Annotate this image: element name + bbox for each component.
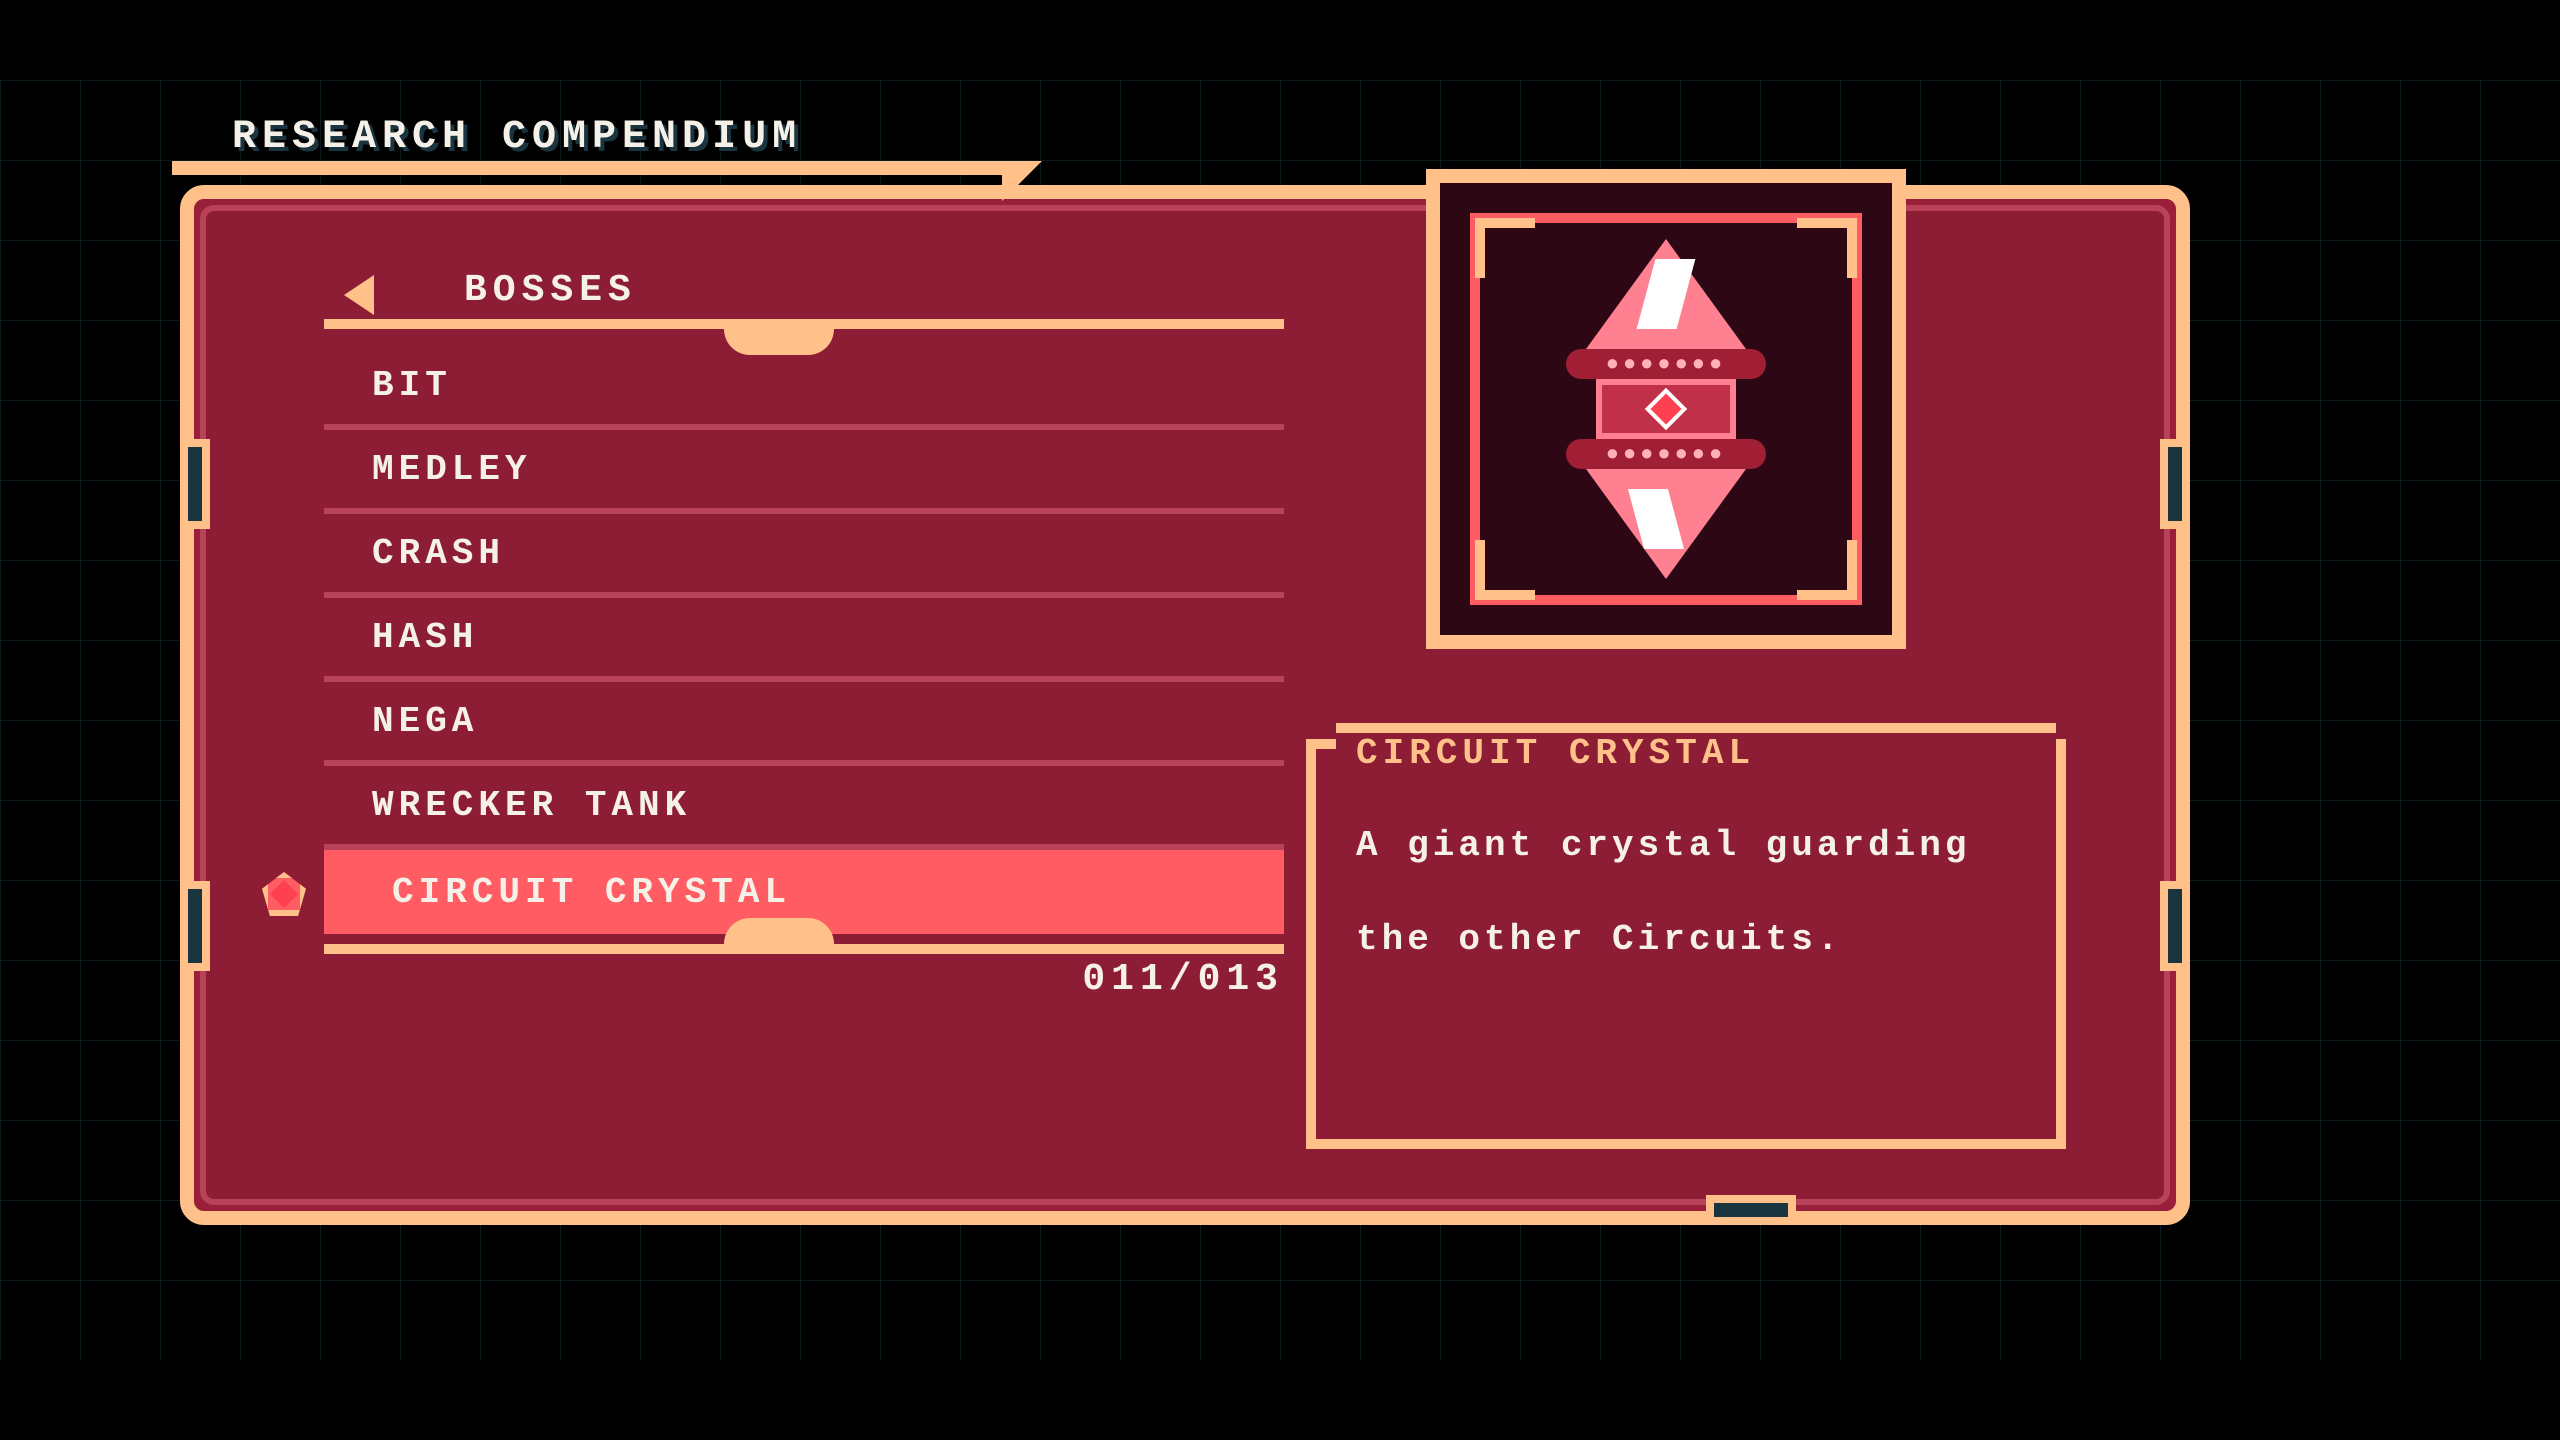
list-items: BIT MEDLEY CRASH HASH NEGA WRECKER TANK … (324, 346, 1284, 934)
list-item-label: BIT (372, 365, 452, 406)
list-header: BOSSES (324, 269, 1284, 312)
header-line (324, 319, 1284, 329)
frame-notch (180, 439, 210, 529)
detail-image-frame (1426, 169, 1906, 649)
footer-line (324, 944, 1284, 954)
list-item[interactable]: WRECKER TANK (324, 766, 1284, 850)
corner-bracket-icon (1475, 218, 1535, 278)
list-item-label: NEGA (372, 701, 478, 742)
letterbox-bottom (0, 1360, 2560, 1440)
corner-bracket-icon (1797, 540, 1857, 600)
frame-notch (1706, 1195, 1796, 1225)
list-item[interactable]: CRASH (324, 514, 1284, 598)
frame-notch (180, 881, 210, 971)
title-accent (1002, 161, 1042, 201)
corner-bracket-icon (1475, 540, 1535, 600)
letterbox-top (0, 0, 2560, 80)
list-item-label: MEDLEY (372, 449, 532, 490)
title-bar: RESEARCH COMPENDIUM (232, 115, 802, 160)
list-item[interactable]: BIT (324, 346, 1284, 430)
entry-list: BOSSES BIT MEDLEY CRASH HASH NEGA WRECKE… (324, 269, 1284, 954)
frame-notch (2160, 881, 2190, 971)
list-item[interactable]: MEDLEY (324, 430, 1284, 514)
page-title: RESEARCH COMPENDIUM (232, 115, 802, 160)
title-underline (172, 161, 1002, 175)
list-item-label: CRASH (372, 533, 505, 574)
category-label: BOSSES (464, 269, 1284, 312)
crystal-sprite (1546, 239, 1786, 579)
list-item-label: WRECKER TANK (372, 785, 691, 826)
corner-bracket-icon (1797, 218, 1857, 278)
list-item-label: HASH (372, 617, 478, 658)
description-panel: CIRCUIT CRYSTAL A giant crystal guarding… (1306, 739, 2066, 1149)
page-counter: 011/013 (1082, 958, 1284, 1001)
main-panel: BOSSES BIT MEDLEY CRASH HASH NEGA WRECKE… (180, 185, 2190, 1225)
description-text: A giant crystal guarding the other Circu… (1316, 749, 2056, 1036)
frame-notch (2160, 439, 2190, 529)
scroll-down-icon[interactable] (724, 918, 834, 944)
category-prev-icon[interactable] (344, 275, 374, 315)
detail-image (1470, 213, 1862, 605)
list-footer: 011/013 (324, 944, 1284, 954)
list-item-label: CIRCUIT CRYSTAL (372, 872, 791, 913)
description-title: CIRCUIT CRYSTAL (1356, 733, 1755, 774)
list-item[interactable]: NEGA (324, 682, 1284, 766)
description-title-bar: CIRCUIT CRYSTAL (1336, 723, 2056, 773)
list-item[interactable]: HASH (324, 598, 1284, 682)
